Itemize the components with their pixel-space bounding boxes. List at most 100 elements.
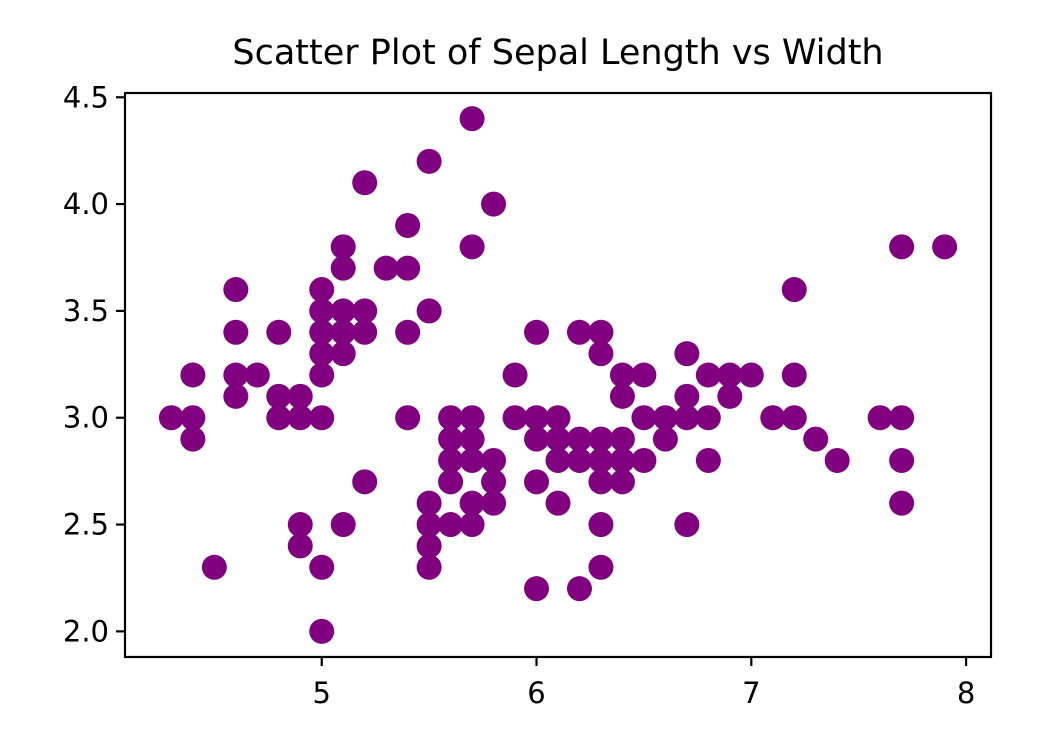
data-point: [502, 362, 528, 388]
data-point: [652, 405, 678, 431]
data-point: [158, 405, 184, 431]
data-point: [309, 341, 335, 367]
data-point: [545, 426, 571, 452]
data-point: [309, 298, 335, 324]
data-point: [395, 212, 421, 238]
data-point: [180, 426, 206, 452]
data-point: [566, 576, 592, 602]
data-point: [674, 383, 700, 409]
data-point: [588, 512, 614, 538]
data-point: [524, 426, 550, 452]
data-point: [287, 512, 313, 538]
data-point: [760, 405, 786, 431]
data-point: [502, 405, 528, 431]
data-point: [309, 554, 335, 580]
data-point: [717, 383, 743, 409]
data-point: [609, 469, 635, 495]
data-point: [223, 277, 249, 303]
data-point: [287, 383, 313, 409]
data-point: [459, 512, 485, 538]
data-point: [223, 319, 249, 345]
x-axis: 5 6 7 8: [313, 657, 975, 710]
data-point: [631, 405, 657, 431]
data-point: [416, 298, 442, 324]
data-point: [588, 426, 614, 452]
data-point: [330, 298, 356, 324]
data-point: [609, 383, 635, 409]
data-point: [459, 426, 485, 452]
data-point: [609, 447, 635, 473]
data-point: [588, 319, 614, 345]
data-point: [438, 426, 464, 452]
data-point: [287, 533, 313, 559]
x-tick-label: 6: [527, 676, 545, 710]
data-point: [416, 554, 442, 580]
data-point: [180, 362, 206, 388]
data-point: [459, 405, 485, 431]
data-point: [481, 490, 507, 516]
data-point: [889, 447, 915, 473]
data-point: [889, 234, 915, 260]
data-point: [309, 319, 335, 345]
data-point: [287, 405, 313, 431]
data-point: [438, 405, 464, 431]
data-point: [438, 512, 464, 538]
data-point: [309, 618, 335, 644]
data-point: [566, 319, 592, 345]
data-point: [481, 469, 507, 495]
data-point: [352, 469, 378, 495]
data-point: [438, 447, 464, 473]
data-point: [631, 447, 657, 473]
data-point: [588, 447, 614, 473]
data-point: [524, 319, 550, 345]
y-axis: 2.0 2.5 3.0 3.5 4.0 4.5: [63, 80, 125, 648]
data-point: [481, 447, 507, 473]
data-point: [524, 576, 550, 602]
data-point: [824, 447, 850, 473]
data-point: [459, 234, 485, 260]
data-point: [566, 426, 592, 452]
data-point: [201, 554, 227, 580]
data-point: [695, 447, 721, 473]
data-point: [631, 362, 657, 388]
data-point: [395, 319, 421, 345]
y-tick-label: 2.5: [63, 508, 109, 542]
plot-frame: [123, 91, 993, 659]
data-point: [524, 405, 550, 431]
data-point: [674, 341, 700, 367]
y-tick-label: 4.0: [63, 187, 109, 221]
data-point: [652, 426, 678, 452]
data-point: [416, 533, 442, 559]
data-point: [545, 490, 571, 516]
data-point: [373, 255, 399, 281]
data-point: [889, 405, 915, 431]
x-tick-label: 5: [313, 676, 331, 710]
data-point: [459, 447, 485, 473]
points-layer: [158, 106, 958, 644]
data-point: [416, 512, 442, 538]
data-point: [588, 554, 614, 580]
data-point: [352, 298, 378, 324]
x-tick-label: 7: [742, 676, 760, 710]
data-point: [803, 426, 829, 452]
data-point: [609, 426, 635, 452]
data-point: [566, 447, 592, 473]
data-point: [674, 405, 700, 431]
data-point: [459, 106, 485, 132]
data-point: [309, 277, 335, 303]
data-point: [330, 234, 356, 260]
data-point: [244, 362, 270, 388]
data-point: [889, 490, 915, 516]
data-point: [459, 490, 485, 516]
data-point: [738, 362, 764, 388]
data-point: [695, 362, 721, 388]
data-point: [867, 405, 893, 431]
data-point: [352, 319, 378, 345]
data-point: [781, 277, 807, 303]
data-point: [330, 255, 356, 281]
data-point: [717, 362, 743, 388]
data-point: [524, 469, 550, 495]
chart-title: Scatter Plot of Sepal Length vs Width: [232, 33, 883, 73]
y-tick-label: 3.0: [63, 401, 109, 435]
